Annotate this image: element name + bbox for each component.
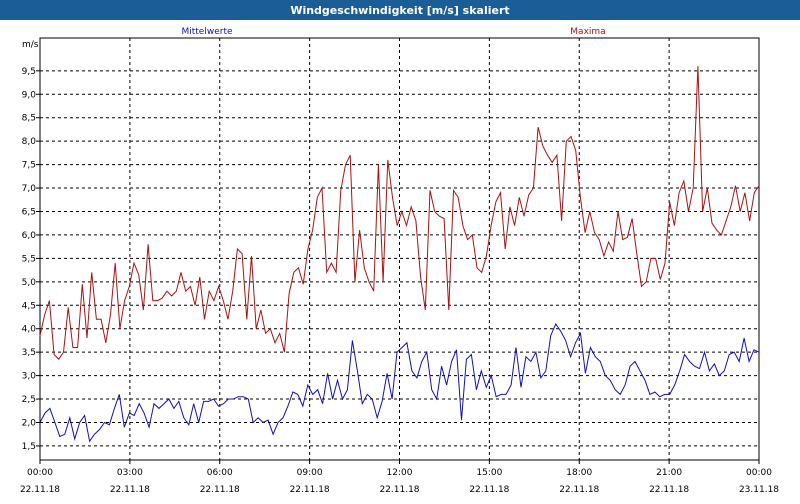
- y-tick-label: 9,5: [22, 67, 36, 77]
- y-tick-label: 7,5: [22, 161, 36, 171]
- y-tick-label: 3,5: [22, 348, 36, 358]
- y-tick-label: 5,0: [22, 278, 37, 288]
- x-tick-time: 21:00: [656, 468, 682, 478]
- x-tick-time: 12:00: [387, 468, 413, 478]
- y-tick-label: 8,5: [22, 114, 36, 124]
- x-tick-time: 06:00: [207, 468, 233, 478]
- series-line-maxima: [39, 66, 760, 360]
- y-tick-label: 1,5: [22, 442, 36, 452]
- x-tick-date: 22.11.18: [290, 485, 330, 495]
- series-line-mittelwerte: [39, 322, 760, 443]
- x-tick-time: 09:00: [297, 468, 323, 478]
- x-tick-time: 03:00: [117, 468, 143, 478]
- y-tick-label: 6,5: [22, 207, 36, 217]
- y-tick-label: 7,0: [22, 184, 37, 194]
- x-tick-date: 22.11.18: [559, 485, 599, 495]
- y-tick-label: 4,0: [22, 325, 37, 335]
- y-tick-label: 4,5: [22, 301, 36, 311]
- legend-mittelwerte: Mittelwerte: [181, 27, 232, 37]
- legend-maxima: Maxima: [570, 27, 605, 37]
- x-tick-date: 22.11.18: [110, 485, 150, 495]
- y-tick-label: 2,0: [22, 418, 37, 428]
- x-tick-time: 18:00: [566, 468, 592, 478]
- x-tick-date: 22.11.18: [379, 485, 419, 495]
- y-axis-label: m/s: [22, 40, 39, 50]
- chart-title-bar: Windgeschwindigkeit [m/s] skaliert: [0, 0, 800, 20]
- y-tick-label: 2,5: [22, 395, 36, 405]
- x-tick-date: 22.11.18: [20, 485, 60, 495]
- y-tick-label: 6,0: [22, 231, 37, 241]
- x-tick-date: 22.11.18: [649, 485, 689, 495]
- chart-area: 1,5 2,0 2,5 3,0 3,5 4,0 4,5 5,0 5,5 6,0 6,5 7,0 7,5 8…: [0, 20, 800, 500]
- chart-title: Windgeschwindigkeit [m/s] skaliert: [290, 3, 510, 17]
- x-tick-time: 00:00: [746, 468, 772, 478]
- x-tick-date: 23.11.18: [739, 485, 779, 495]
- x-tick-time: 15:00: [476, 468, 502, 478]
- x-tick-date: 22.11.18: [469, 485, 509, 495]
- x-tick-time: 00:00: [27, 468, 53, 478]
- x-tick-date: 22.11.18: [200, 485, 240, 495]
- y-tick-label: 3,0: [22, 372, 37, 382]
- y-tick-label: 8,0: [22, 137, 37, 147]
- y-tick-label: 9,0: [22, 90, 37, 100]
- wind-speed-chart: 1,5 2,0 2,5 3,0 3,5 4,0 4,5 5,0 5,5 6,0 6,5 7,0 7,5 8…: [20, 27, 779, 495]
- y-tick-label: 5,5: [22, 254, 36, 264]
